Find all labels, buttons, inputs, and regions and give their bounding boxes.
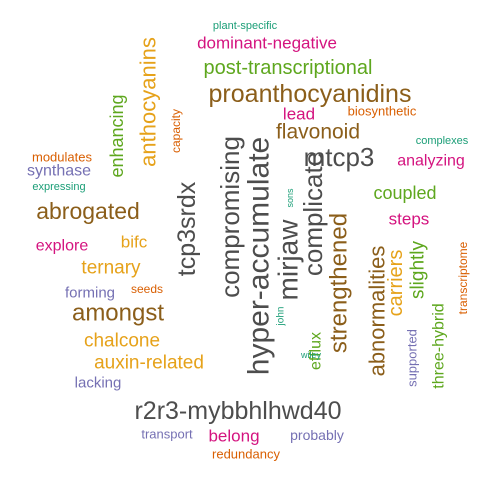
word-synthase: synthase xyxy=(27,163,91,180)
word-explore: explore xyxy=(36,238,89,255)
word-enhancing: enhancing xyxy=(107,94,127,177)
word-biosynthetic: biosynthetic xyxy=(348,104,417,119)
word-supported: supported xyxy=(405,329,420,387)
word-transport: transport xyxy=(141,427,193,442)
word-anthocyanins: anthocyanins xyxy=(136,37,161,167)
word-dominant-negative: dominant-negative xyxy=(197,34,337,53)
word-sons: sons xyxy=(285,188,295,208)
word-transcriptome: transcriptome xyxy=(456,241,470,314)
word-belong: belong xyxy=(208,427,259,446)
word-three-hybrid: three-hybrid xyxy=(431,303,448,388)
word-carriers: carriers xyxy=(385,250,407,317)
word-redundancy: redundancy xyxy=(212,447,280,462)
word-r2r3-mybbhlhwd40: r2r3-mybbhlhwd40 xyxy=(134,397,341,425)
word-flavonoid: flavonoid xyxy=(276,121,360,144)
word-mtcp3: mtcp3 xyxy=(304,142,375,172)
word-strengthened: strengthened xyxy=(326,213,353,353)
word-abrogated: abrogated xyxy=(36,198,140,224)
word-post-transcriptional: post-transcriptional xyxy=(204,57,373,79)
word-wiley: wiley xyxy=(300,350,322,360)
word-amongst: amongst xyxy=(72,300,164,327)
word-seeds: seeds xyxy=(131,282,163,296)
word-complexes: complexes xyxy=(416,135,469,147)
word-forming: forming xyxy=(65,285,115,302)
word-proanthocyanidins: proanthocyanidins xyxy=(209,80,412,108)
word-ternary: ternary xyxy=(81,258,141,279)
word-coupled: coupled xyxy=(373,183,436,203)
word-john: john xyxy=(276,307,287,327)
word-plant-specific: plant-specific xyxy=(213,20,278,32)
word-complicate: complicate xyxy=(298,152,328,276)
word-compromising: compromising xyxy=(215,136,245,298)
word-abnormalities: abnormalities xyxy=(365,246,390,377)
word-modulates: modulates xyxy=(32,150,92,165)
word-analyzing: analyzing xyxy=(397,153,465,170)
word-capacity: capacity xyxy=(169,109,183,153)
word-lead: lead xyxy=(283,105,315,124)
word-chalcone: chalcone xyxy=(84,331,160,352)
word-auxin-related: auxin-related xyxy=(94,353,204,374)
word-tcp3srdx: tcp3srdx xyxy=(173,181,201,276)
word-mirjaw: mirjaw xyxy=(273,219,304,301)
word-efflux: efflux xyxy=(308,332,325,370)
word-hyper-accumulate: hyper-accumulate xyxy=(243,137,276,375)
word-steps: steps xyxy=(389,210,430,229)
word-bifc: bifc xyxy=(121,233,148,252)
word-slightly: slightly xyxy=(408,240,429,299)
word-lacking: lacking xyxy=(75,375,122,392)
word-probably: probably xyxy=(290,427,344,443)
word-expressing: expressing xyxy=(32,181,85,193)
